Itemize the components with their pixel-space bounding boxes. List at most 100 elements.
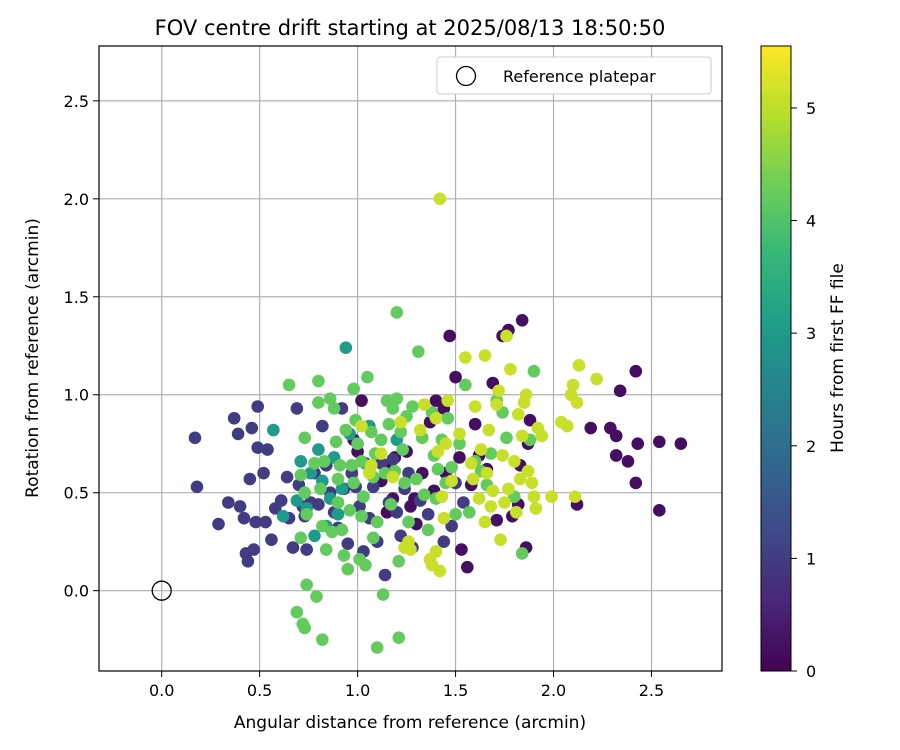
data-point: [267, 423, 280, 437]
data-point: [290, 605, 304, 619]
data-point: [351, 437, 364, 451]
data-point: [251, 400, 264, 413]
data-point: [621, 455, 635, 468]
data-point: [523, 413, 537, 427]
data-point: [188, 431, 202, 445]
data-point: [445, 474, 458, 488]
data-point: [308, 457, 321, 470]
data-point: [345, 458, 359, 472]
data-point: [312, 374, 325, 388]
data-point: [609, 449, 623, 462]
data-point: [435, 490, 449, 503]
data-point: [361, 370, 374, 384]
data-point: [584, 421, 598, 435]
data-point: [329, 435, 343, 449]
data-point: [527, 364, 541, 378]
data-point: [421, 507, 435, 521]
data-point: [319, 543, 333, 556]
data-point: [484, 447, 498, 460]
data-point: [441, 394, 455, 407]
data-point: [347, 382, 360, 396]
data-point: [482, 423, 496, 437]
data-point: [410, 472, 423, 486]
data-point: [515, 429, 529, 443]
data-point: [433, 192, 447, 206]
data-point: [498, 496, 511, 509]
data-point: [374, 457, 388, 470]
data-point: [421, 523, 435, 537]
x-tick-label: 1.5: [443, 681, 468, 700]
data-point: [394, 425, 408, 439]
data-point: [459, 351, 472, 364]
data-point: [457, 496, 470, 509]
data-point: [370, 641, 384, 654]
data-point: [316, 419, 329, 433]
data-point: [261, 443, 274, 456]
data-point: [386, 470, 400, 484]
y-tick-label: 0.0: [64, 582, 89, 601]
data-point: [339, 341, 353, 355]
colorbar: 0 1 2 3 4 5 Hours from first FF file: [760, 45, 848, 681]
data-point: [331, 496, 345, 509]
legend-reference-marker: [455, 65, 477, 87]
data-point: [613, 384, 627, 398]
data-point: [298, 486, 312, 500]
data-point: [429, 394, 443, 407]
data-point: [257, 466, 270, 480]
data-point: [394, 415, 408, 429]
data-point: [316, 633, 329, 646]
data-point: [212, 517, 225, 531]
data-point: [335, 482, 349, 496]
data-point: [504, 362, 517, 376]
data-point: [502, 482, 515, 496]
colorbar-tick-label: 1: [806, 549, 816, 568]
data-point: [629, 364, 643, 378]
data-point: [355, 419, 368, 433]
colorbar-ticks: 0 1 2 3 4 5: [791, 99, 816, 681]
data-point: [431, 462, 445, 476]
y-tick-label: 1.5: [64, 288, 89, 307]
data-point: [392, 554, 406, 568]
data-point: [237, 511, 251, 525]
data-point: [392, 631, 406, 644]
data-point: [486, 484, 500, 498]
data-point: [231, 427, 245, 441]
data-point: [245, 421, 259, 435]
data-point: [227, 411, 241, 425]
data-point: [304, 466, 317, 480]
x-tick-label: 2.0: [541, 681, 566, 700]
data-point: [374, 433, 388, 447]
data-point: [433, 564, 447, 578]
data-point: [312, 443, 325, 456]
data-point: [310, 590, 323, 603]
data-point: [439, 437, 453, 451]
plot-area: [99, 46, 722, 671]
data-point: [243, 472, 257, 486]
data-point: [249, 515, 263, 529]
data-point: [572, 359, 586, 372]
data-point: [286, 541, 300, 554]
data-point: [525, 476, 539, 490]
data-point: [492, 384, 505, 398]
colorbar-frame: [760, 45, 792, 672]
data-point: [480, 466, 494, 480]
data-point: [449, 507, 462, 521]
data-point: [274, 494, 288, 507]
data-point: [341, 537, 355, 550]
data-point: [317, 455, 331, 468]
data-point: [604, 421, 617, 435]
data-point: [453, 437, 466, 451]
x-tick-label: 1.0: [345, 681, 370, 700]
data-point: [404, 500, 417, 513]
data-point: [298, 431, 312, 445]
data-point: [294, 468, 308, 482]
data-point: [314, 482, 327, 496]
data-point: [339, 423, 353, 437]
data-point: [222, 496, 235, 509]
data-point: [508, 455, 521, 468]
data-point: [521, 464, 535, 478]
x-tick-label: 0.0: [149, 681, 174, 700]
data-point: [429, 411, 443, 425]
data-point: [484, 500, 498, 513]
